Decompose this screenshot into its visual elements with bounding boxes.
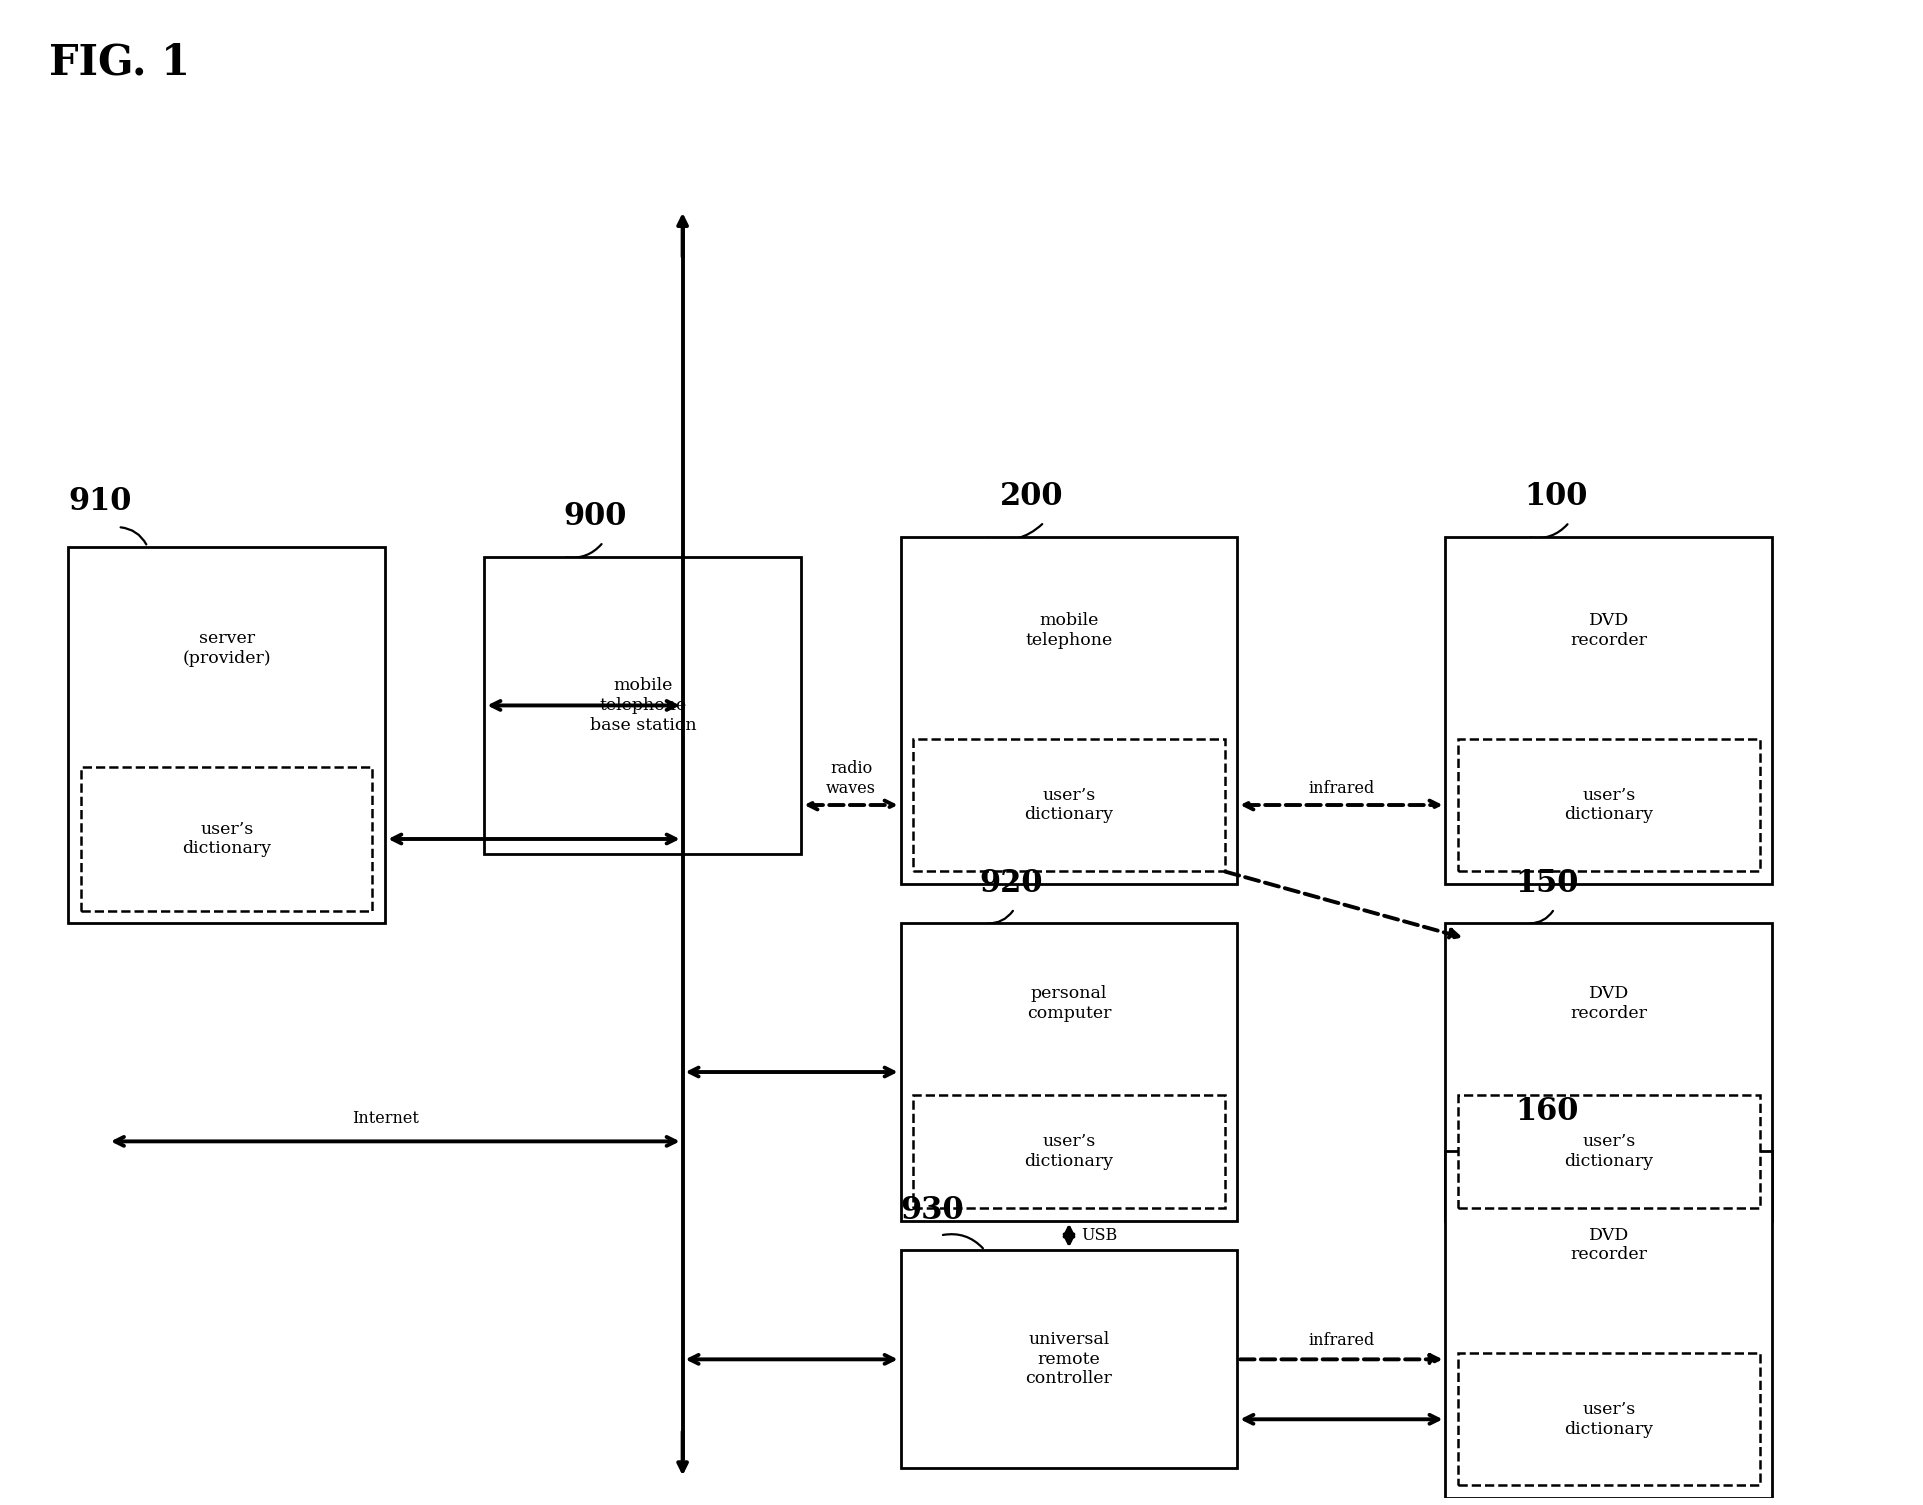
Text: USB: USB [1081, 1227, 1117, 1245]
Text: server
(provider): server (provider) [183, 631, 271, 667]
Text: personal
computer: personal computer [1027, 986, 1111, 1022]
Bar [1446, 924, 1773, 1221]
Text: Internet: Internet [352, 1109, 419, 1127]
Text: 930: 930 [900, 1195, 963, 1225]
Text: DVD
recorder: DVD recorder [1571, 613, 1648, 649]
Text: 900: 900 [563, 501, 627, 533]
Text: infrared: infrared [1308, 1332, 1375, 1350]
Text: infrared: infrared [1308, 780, 1375, 798]
Bar [69, 546, 385, 924]
Bar [1458, 739, 1760, 871]
Text: DVD
recorder: DVD recorder [1571, 986, 1648, 1022]
Bar [81, 768, 373, 911]
Text: 160: 160 [1515, 1096, 1579, 1127]
Text: user’s
dictionary: user’s dictionary [1565, 1133, 1654, 1169]
Text: DVD
recorder: DVD recorder [1571, 1227, 1648, 1263]
Bar [913, 1094, 1225, 1207]
Bar [900, 537, 1236, 883]
Bar [1446, 537, 1773, 883]
Text: radio
waves: radio waves [827, 760, 877, 798]
Text: 920: 920 [981, 868, 1044, 898]
Bar [1458, 1353, 1760, 1485]
Text: 910: 910 [69, 486, 131, 518]
Bar [913, 739, 1225, 871]
Bar [485, 557, 802, 853]
Bar [900, 924, 1236, 1221]
Text: universal
remote
controller: universal remote controller [1025, 1332, 1111, 1388]
Text: mobile
telephone
base station: mobile telephone base station [590, 677, 696, 733]
Text: 200: 200 [1000, 482, 1063, 512]
Text: 100: 100 [1525, 482, 1588, 512]
Text: user’s
dictionary: user’s dictionary [1565, 1401, 1654, 1437]
Text: mobile
telephone: mobile telephone [1025, 613, 1113, 649]
Text: 150: 150 [1515, 868, 1579, 898]
Text: user’s
dictionary: user’s dictionary [1025, 1133, 1113, 1169]
Text: FIG. 1: FIG. 1 [48, 42, 190, 84]
Text: user’s
dictionary: user’s dictionary [1025, 787, 1113, 823]
Text: user’s
dictionary: user’s dictionary [1565, 787, 1654, 823]
Bar [900, 1251, 1236, 1469]
Text: user’s
dictionary: user’s dictionary [183, 820, 271, 858]
Bar [1446, 1151, 1773, 1497]
Bar [1458, 1094, 1760, 1207]
